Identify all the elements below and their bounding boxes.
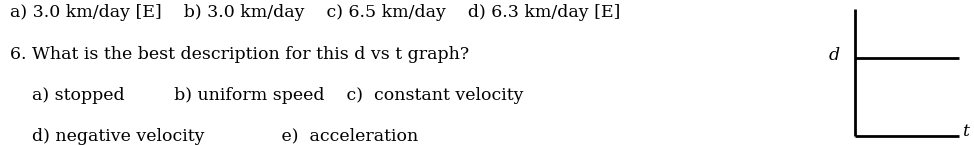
Text: a) 3.0 km/day [E]    b) 3.0 km/day    c) 6.5 km/day    d) 6.3 km/day [E]: a) 3.0 km/day [E] b) 3.0 km/day c) 6.5 k… bbox=[10, 4, 620, 21]
Text: d) negative velocity              e)  acceleration: d) negative velocity e) acceleration bbox=[10, 128, 418, 145]
Text: t: t bbox=[962, 123, 969, 141]
Text: d: d bbox=[829, 47, 840, 64]
Text: 6. What is the best description for this d vs t graph?: 6. What is the best description for this… bbox=[10, 46, 468, 63]
Text: a) stopped         b) uniform speed    c)  constant velocity: a) stopped b) uniform speed c) constant … bbox=[10, 87, 523, 104]
